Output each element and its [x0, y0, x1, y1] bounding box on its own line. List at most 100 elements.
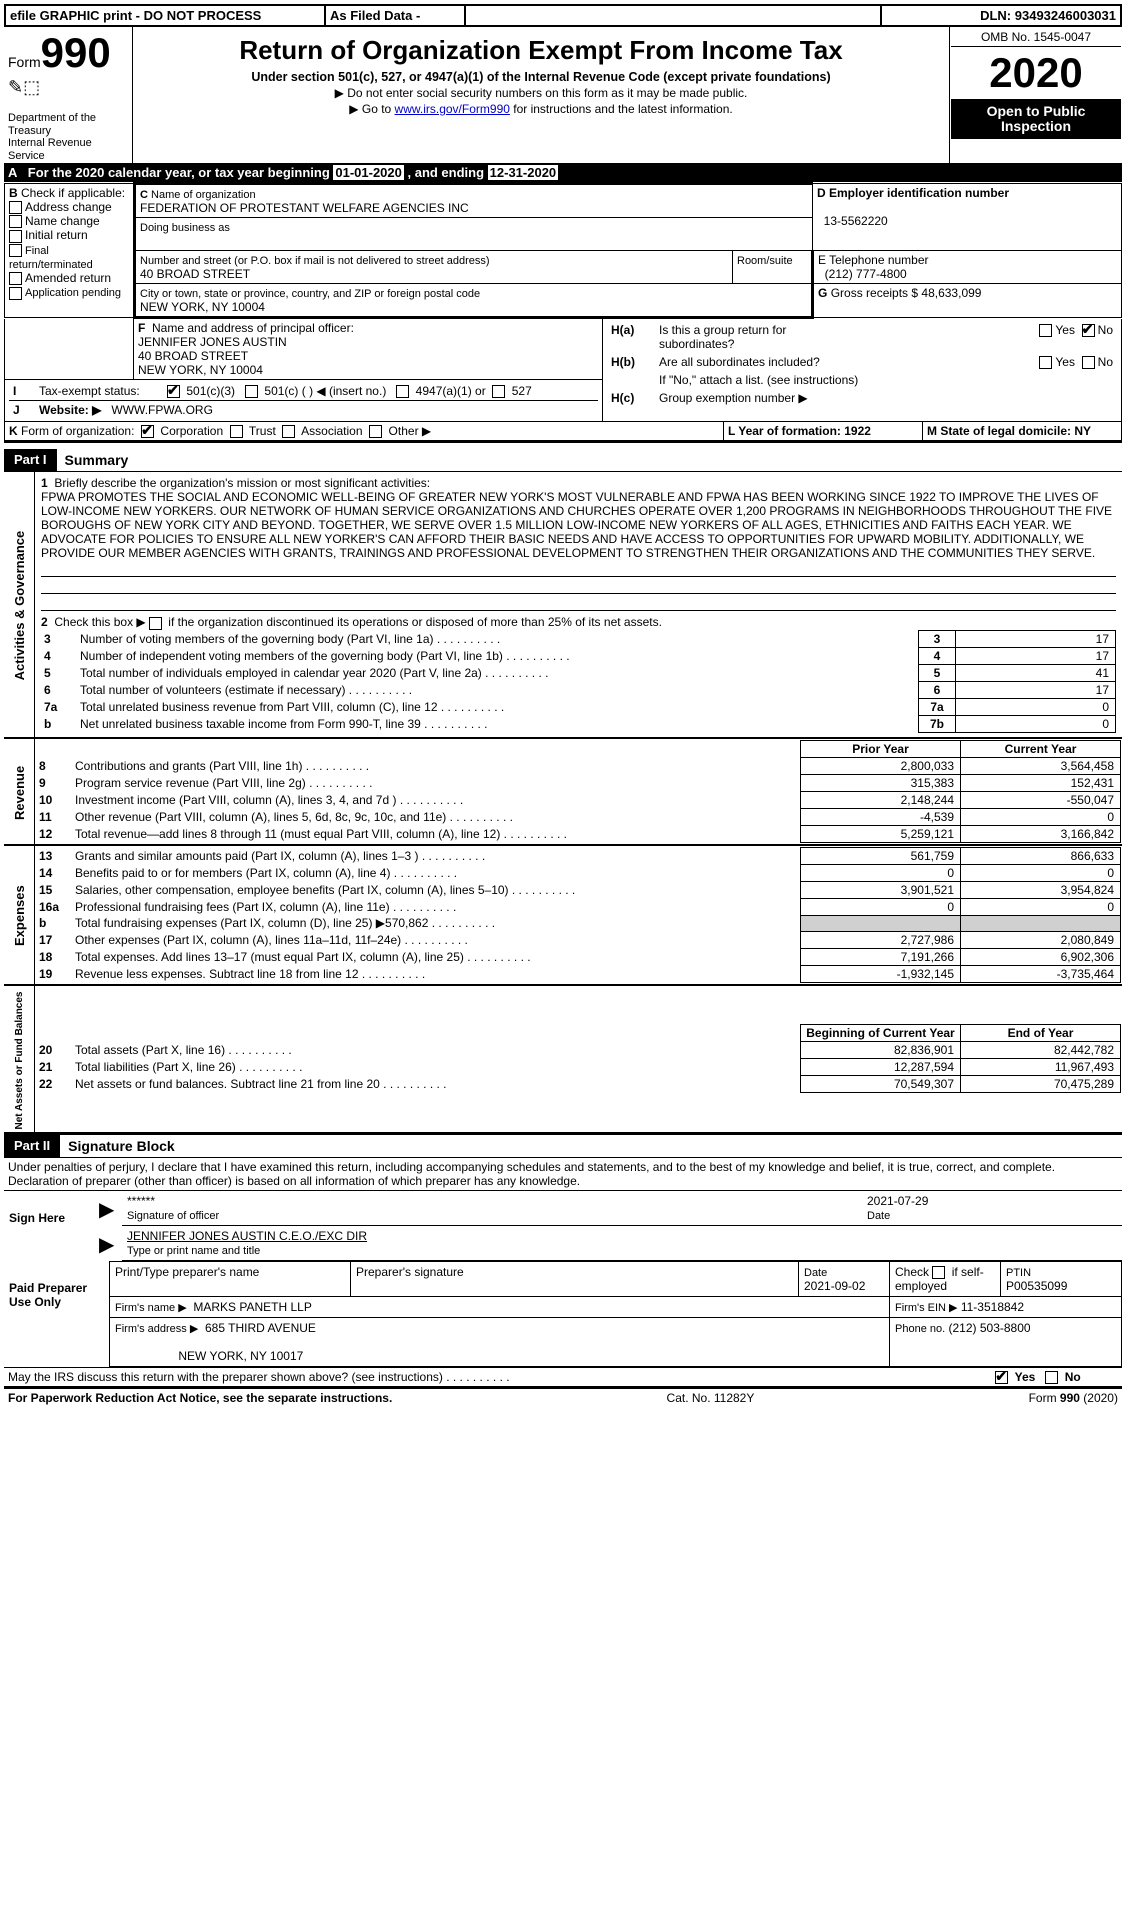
table-row: 14Benefits paid to or for members (Part … — [36, 864, 1121, 881]
header-center: Return of Organization Exempt From Incom… — [133, 27, 950, 163]
irs-link[interactable]: www.irs.gov/Form990 — [395, 102, 510, 116]
sig-date-label: Date — [867, 1210, 890, 1222]
website-value: WWW.FPWA.ORG — [111, 403, 213, 417]
addr-change-label: Address change — [25, 200, 112, 214]
goto-line: ▶ Go to www.irs.gov/Form990 for instruct… — [137, 102, 945, 116]
table-row: 10Investment income (Part VIII, column (… — [36, 791, 1121, 808]
tax-year: 2020 — [951, 47, 1121, 100]
4947-checkbox[interactable] — [396, 385, 409, 398]
f-text: Name and address of principal officer: — [152, 321, 354, 335]
row-a-pre: For the 2020 calendar year, or tax year … — [28, 165, 334, 180]
m-text: M State of legal domicile: NY — [927, 424, 1091, 438]
d-label: D Employer identification number — [817, 186, 1009, 200]
501c3-label: 501(c)(3) — [186, 384, 235, 398]
name-change-checkbox[interactable] — [9, 215, 22, 228]
self-emp-check-label: Check — [895, 1265, 929, 1279]
prior-year-hdr: Prior Year — [801, 740, 961, 757]
part-1-label: Part I — [4, 449, 57, 472]
k-l-m-row: K Form of organization: Corporation Trus… — [4, 422, 1122, 443]
line-2-checkbox[interactable] — [149, 617, 162, 630]
discuss-no-checkbox[interactable] — [1045, 1371, 1058, 1384]
hb-no-checkbox[interactable] — [1082, 356, 1095, 369]
table-row: 16aProfessional fundraising fees (Part I… — [36, 898, 1121, 915]
firm-name-label: Firm's name ▶ — [115, 1302, 187, 1314]
city-label: City or town, state or province, country… — [140, 288, 480, 300]
amended-return-label: Amended return — [25, 271, 111, 285]
preparer-date-hdr: Date — [804, 1267, 827, 1279]
dln-value: 93493246003031 — [1015, 8, 1116, 23]
form-number: 990 — [41, 29, 111, 76]
officer-street: 40 BROAD STREET — [138, 349, 248, 363]
addr-change-checkbox[interactable] — [9, 201, 22, 214]
line-2-block: 2 Check this box ▶ if the organization d… — [41, 615, 1116, 629]
rev-vert-label: Revenue — [4, 739, 35, 845]
self-emp-checkbox[interactable] — [932, 1266, 945, 1279]
j-text: Website: ▶ — [39, 403, 101, 417]
line-1-num: 1 — [41, 476, 48, 490]
mission-line-2 — [41, 579, 1116, 594]
revenue-section: Revenue Prior Year Current Year 8Contrib… — [4, 739, 1122, 846]
sig-date: 2021-07-29 — [867, 1194, 928, 1208]
b-label: B — [9, 186, 18, 200]
corp-checkbox[interactable] — [141, 425, 154, 438]
amended-return-checkbox[interactable] — [9, 272, 22, 285]
ha-yes-checkbox[interactable] — [1039, 324, 1052, 337]
501c-checkbox[interactable] — [245, 385, 258, 398]
c-name-label: Name of organization — [151, 189, 256, 201]
table-row: 18Total expenses. Add lines 13–17 (must … — [36, 948, 1121, 965]
discuss-yes-checkbox[interactable] — [995, 1371, 1008, 1384]
trust-label: Trust — [249, 424, 276, 438]
name-change-label: Name change — [25, 214, 100, 228]
e-label: E Telephone number — [818, 253, 929, 267]
g-text: Gross receipts $ — [831, 286, 918, 300]
k-text: Form of organization: — [21, 424, 134, 438]
activities-governance-section: Activities & Governance 1 Briefly descri… — [4, 472, 1122, 738]
line-2-num: 2 — [41, 615, 48, 629]
ha-text2: subordinates? — [659, 337, 734, 351]
table-row: bNet unrelated business taxable income f… — [41, 715, 1116, 732]
row-a-mid: , and ending — [404, 165, 488, 180]
part-2-header: Part II Signature Block — [4, 1135, 1122, 1158]
app-pending-checkbox[interactable] — [9, 287, 22, 300]
trust-checkbox[interactable] — [230, 425, 243, 438]
l-text: L Year of formation: 1922 — [728, 424, 871, 438]
ha-yes-label: Yes — [1055, 323, 1075, 337]
hb-yes-checkbox[interactable] — [1039, 356, 1052, 369]
table-row: 20Total assets (Part X, line 16) 82,836,… — [36, 1042, 1121, 1059]
527-checkbox[interactable] — [492, 385, 505, 398]
section-l: L Year of formation: 1922 — [724, 422, 923, 442]
501c3-checkbox[interactable] — [167, 385, 180, 398]
section-m: M State of legal domicile: NY — [923, 422, 1122, 442]
mission-line-3 — [41, 596, 1116, 611]
section-k: K Form of organization: Corporation Trus… — [5, 422, 724, 442]
b-check-label: Check if applicable: — [21, 186, 125, 200]
i-j-block: I Tax-exempt status: 501(c)(3) 501(c) ( … — [5, 379, 603, 421]
table-row: 9Program service revenue (Part VIII, lin… — [36, 774, 1121, 791]
firm-phone: (212) 503-8800 — [949, 1321, 1031, 1335]
omb-number: OMB No. 1545-0047 — [951, 28, 1121, 47]
sign-here-block: Sign Here ▶ ****** Signature of officer … — [4, 1191, 1122, 1261]
section-c-dba: Doing business as — [135, 217, 813, 250]
top-strip: efile GRAPHIC print - DO NOT PROCESS As … — [4, 4, 1122, 27]
gross-receipts: 48,633,099 — [921, 286, 981, 300]
table-row: 3Number of voting members of the governi… — [41, 630, 1116, 647]
room-label: Room/suite — [737, 255, 793, 267]
na-vert-label: Net Assets or Fund Balances — [4, 986, 35, 1134]
g-label: G — [818, 286, 827, 300]
firm-phone-label: Phone no. — [895, 1323, 945, 1335]
footer-right-post: (2020) — [1080, 1391, 1118, 1405]
initial-return-checkbox[interactable] — [9, 230, 22, 243]
dept-irs: Internal Revenue Service — [8, 137, 92, 162]
table-row: 5Total number of individuals employed in… — [41, 664, 1116, 681]
final-return-checkbox[interactable] — [9, 244, 22, 257]
form-header: Form990 ✎⬚ Department of the Treasury In… — [4, 27, 1122, 163]
preparer-sig-hdr: Preparer's signature — [351, 1261, 799, 1296]
assoc-checkbox[interactable] — [282, 425, 295, 438]
ha-no-checkbox[interactable] — [1082, 324, 1095, 337]
firm-ein-label: Firm's EIN ▶ — [895, 1302, 958, 1314]
row-a-label: A — [8, 165, 17, 180]
other-checkbox[interactable] — [369, 425, 382, 438]
phone-value: (212) 777-4800 — [825, 267, 907, 281]
hb-note: If "No," attach a list. (see instruction… — [655, 371, 1117, 389]
corp-label: Corporation — [160, 424, 223, 438]
